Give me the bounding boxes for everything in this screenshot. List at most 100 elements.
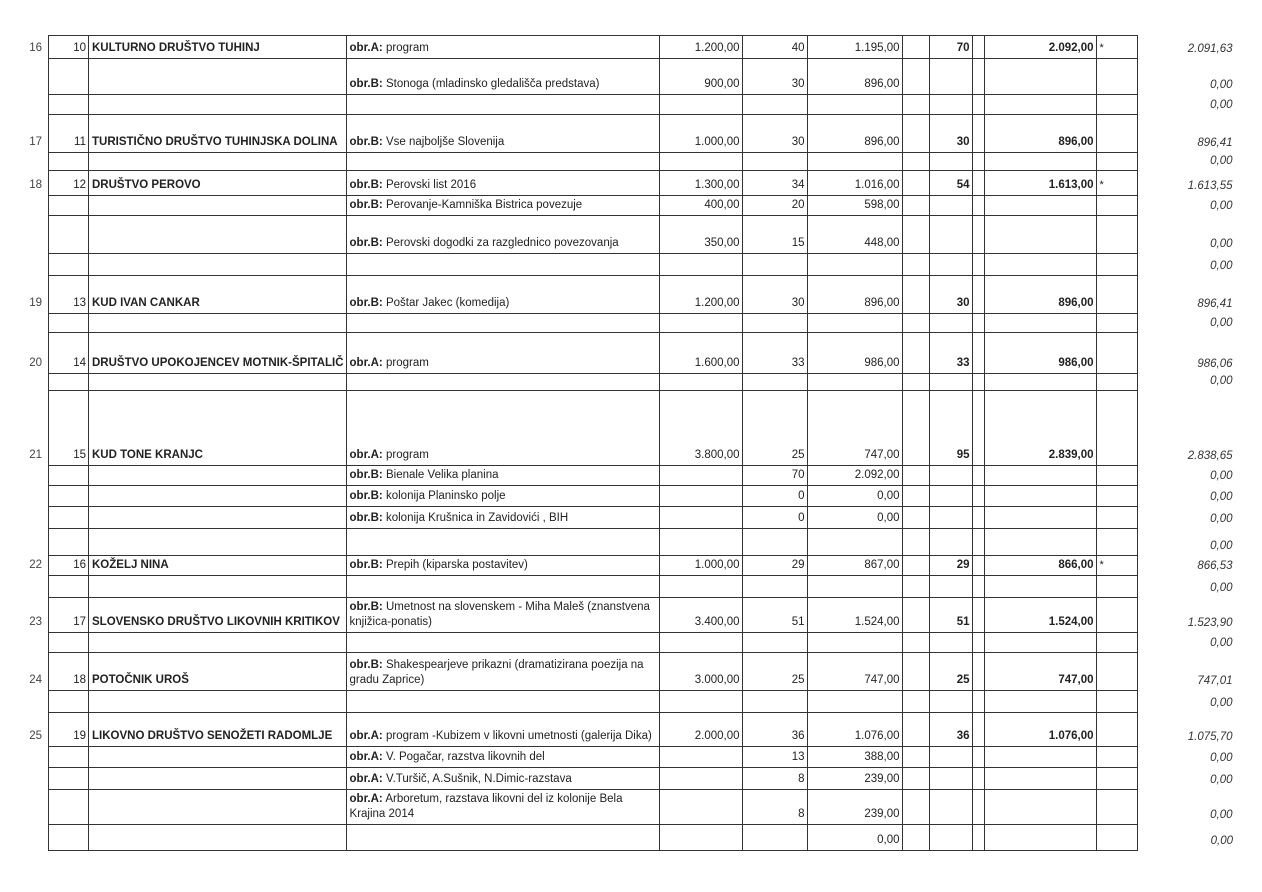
total-points xyxy=(928,58,973,95)
empty-cell xyxy=(971,390,985,466)
requested-amount xyxy=(658,373,743,391)
computed-value: 0,00 xyxy=(1210,581,1233,594)
table-row: 15 KUD TONE KRANJC obr.A: program 3.800,… xyxy=(48,390,1238,466)
sequence-number xyxy=(48,690,89,713)
table-row: obr.B: Perovski dogodki za razglednico p… xyxy=(48,215,1238,254)
project-cell: obr.B: Prepih (kiparska postavitev) xyxy=(345,555,660,576)
project-cell xyxy=(345,632,660,653)
sequence-number xyxy=(48,746,89,768)
project-cell: obr.A: program -Kubizem v likovni umetno… xyxy=(345,712,660,747)
requested-amount: 1.300,00 xyxy=(658,170,743,196)
table-row: 17 SLOVENSKO DRUŠTVO LIKOVNIH KRITIKOV o… xyxy=(48,597,1238,633)
category-label: obr.A: xyxy=(349,730,383,742)
approved-amount: 2.839,00 xyxy=(983,390,1097,466)
computed-value: 0,00 xyxy=(1210,808,1233,821)
project-description: kolonija Planinsko polje xyxy=(385,490,506,502)
computed-value: 0,00 xyxy=(1210,539,1233,552)
empty-cell xyxy=(901,555,930,576)
requested-amount xyxy=(658,152,743,171)
computed-value: 1.075,70 xyxy=(1187,730,1233,743)
project-description: Shakespearjeve prikazni (dramatizirana p… xyxy=(349,659,644,686)
requested-amount xyxy=(658,575,743,598)
requested-amount xyxy=(658,528,743,556)
project-cell: obr.B: kolonija Planinsko polje xyxy=(345,485,660,507)
points: 30 xyxy=(741,58,808,95)
asterisk-note xyxy=(1095,767,1138,790)
asterisk-note xyxy=(1095,824,1138,851)
category-label: obr.B: xyxy=(349,601,383,613)
project-cell xyxy=(345,152,660,171)
points: 15 xyxy=(741,215,808,254)
requested-amount: 900,00 xyxy=(658,58,743,95)
total-points: 95 xyxy=(928,390,973,466)
applicant-name xyxy=(88,528,347,556)
approved-amount xyxy=(983,313,1097,333)
approved-amount: 747,00 xyxy=(983,652,1097,691)
requested-amount xyxy=(658,313,743,333)
empty-cell xyxy=(901,152,930,171)
asterisk-note xyxy=(1095,94,1138,115)
applicant-name: KUD TONE KRANJC xyxy=(88,390,347,466)
applicant-name: KUD IVAN CANKAR xyxy=(88,275,347,314)
asterisk-note xyxy=(1095,390,1138,466)
points: 36 xyxy=(741,712,808,747)
table-row: obr.A: V. Pogačar, razstva likovnih del … xyxy=(48,746,1238,768)
calculated-amount: 986,00 xyxy=(806,332,903,374)
requested-amount: 1.000,00 xyxy=(658,114,743,153)
sequence-number xyxy=(48,632,89,653)
applicant-name xyxy=(88,690,347,713)
sequence-number xyxy=(48,313,89,333)
applicant-name xyxy=(88,215,347,254)
empty-cell xyxy=(901,170,930,196)
project-cell xyxy=(345,253,660,276)
table-row: 16 KOŽELJ NINA obr.B: Prepih (kiparska p… xyxy=(48,555,1238,576)
approved-amount xyxy=(983,373,1097,391)
project-cell: obr.B: Perovski dogodki za razglednico p… xyxy=(345,215,660,254)
calculated-amount: 448,00 xyxy=(806,215,903,254)
table-row: obr.B: Stonoga (mladinsko gledališča pre… xyxy=(48,58,1238,95)
total-points xyxy=(928,690,973,713)
asterisk-note: * xyxy=(1095,170,1138,196)
points xyxy=(741,373,808,391)
total-points xyxy=(928,373,973,391)
computed-value: 0,00 xyxy=(1210,374,1233,387)
points: 40 xyxy=(741,35,808,59)
sequence-number xyxy=(48,58,89,95)
computed-value: 0,00 xyxy=(1210,512,1233,525)
asterisk-note xyxy=(1095,373,1138,391)
total-points xyxy=(928,313,973,333)
calculated-amount xyxy=(806,373,903,391)
empty-cell xyxy=(901,332,930,374)
sequence-number xyxy=(48,465,89,486)
empty-cell xyxy=(971,632,985,653)
empty-cell xyxy=(901,789,930,825)
row-number: 19 xyxy=(29,297,42,309)
computed-value: 747,01 xyxy=(1197,674,1233,687)
requested-amount xyxy=(658,632,743,653)
applicant-name: TURISTIČNO DRUŠTVO TUHINJSKA DOLINA xyxy=(88,114,347,153)
requested-amount: 350,00 xyxy=(658,215,743,254)
total-points xyxy=(928,632,973,653)
row-number: 20 xyxy=(29,357,42,369)
table-row: 0,00 xyxy=(48,528,1238,556)
category-label: obr.A: xyxy=(349,793,383,805)
applicant-name: POTOČNIK UROŠ xyxy=(88,652,347,691)
empty-cell xyxy=(971,275,985,314)
sequence-number: 19 xyxy=(48,712,89,747)
calculated-amount xyxy=(806,632,903,653)
table-row: 12 DRUŠTVO PEROVO obr.B: Perovski list 2… xyxy=(48,170,1238,196)
table-row: 0,00 xyxy=(48,373,1238,391)
sequence-number xyxy=(48,373,89,391)
asterisk-note: * xyxy=(1095,35,1138,59)
calculated-amount: 1.524,00 xyxy=(806,597,903,633)
asterisk-note xyxy=(1095,506,1138,529)
points: 8 xyxy=(741,767,808,790)
empty-cell xyxy=(971,35,985,59)
empty-cell xyxy=(971,555,985,576)
applicant-name xyxy=(88,506,347,529)
table-row: obr.B: kolonija Krušnica in Zavidovići ,… xyxy=(48,506,1238,529)
category-label: obr.B: xyxy=(349,559,383,571)
project-description: Vse najboljše Slovenija xyxy=(385,136,505,148)
approved-amount xyxy=(983,152,1097,171)
points: 33 xyxy=(741,332,808,374)
